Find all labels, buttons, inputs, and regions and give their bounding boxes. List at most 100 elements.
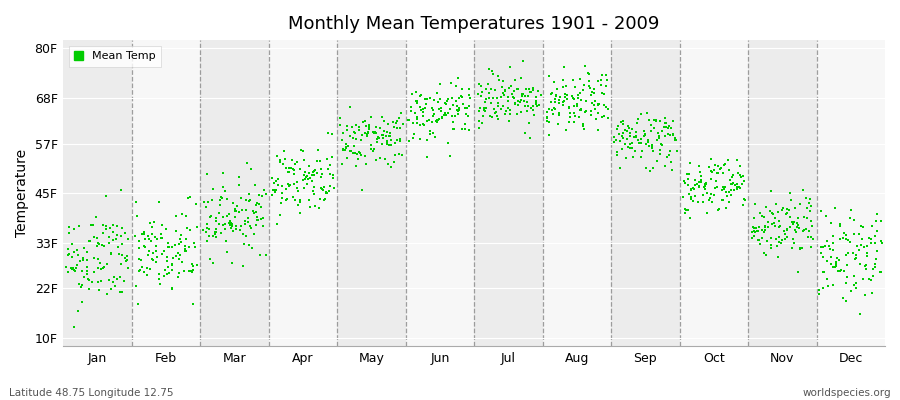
Point — [282, 183, 296, 189]
Point — [522, 119, 536, 126]
Point — [623, 130, 637, 137]
Point — [564, 93, 579, 99]
Point — [573, 107, 588, 114]
Point — [572, 114, 586, 120]
Point — [491, 100, 505, 106]
Point — [693, 178, 707, 185]
Point — [141, 252, 156, 258]
Point — [788, 205, 803, 211]
Point — [365, 129, 380, 136]
Point — [179, 236, 194, 242]
Point — [295, 148, 310, 154]
Point — [619, 128, 634, 134]
Point — [860, 266, 874, 272]
Point — [616, 135, 630, 141]
Point — [555, 84, 570, 90]
Point — [786, 236, 800, 242]
Point — [425, 119, 439, 125]
Point — [61, 230, 76, 236]
Point — [311, 147, 326, 153]
Point — [868, 256, 883, 262]
Point — [343, 148, 357, 154]
Point — [279, 165, 293, 171]
Point — [448, 113, 463, 119]
Point — [382, 133, 397, 139]
Point — [381, 161, 395, 168]
Point — [216, 222, 230, 228]
Point — [852, 261, 867, 268]
Point — [137, 269, 151, 275]
Point — [837, 268, 851, 274]
Point — [153, 231, 167, 237]
Point — [562, 104, 576, 111]
Point — [430, 90, 445, 96]
Point — [521, 92, 535, 99]
Point — [591, 100, 606, 107]
Point — [273, 159, 287, 166]
Point — [780, 226, 795, 233]
Point — [208, 231, 222, 237]
Point — [138, 244, 152, 250]
Point — [826, 233, 841, 240]
Point — [680, 176, 695, 183]
Point — [446, 126, 461, 132]
Point — [283, 169, 297, 175]
Point — [390, 125, 404, 131]
Point — [708, 162, 723, 168]
Point — [629, 129, 643, 136]
Point — [200, 220, 214, 227]
Point — [796, 228, 811, 234]
Point — [706, 168, 720, 175]
Point — [659, 124, 673, 130]
Point — [430, 116, 445, 123]
Point — [710, 170, 724, 176]
Point — [638, 132, 652, 139]
Point — [801, 234, 815, 240]
Point — [357, 118, 372, 124]
Point — [645, 165, 660, 171]
Point — [404, 104, 419, 110]
Point — [511, 98, 526, 104]
Point — [171, 274, 185, 280]
Point — [523, 89, 537, 95]
Point — [431, 116, 446, 123]
Point — [234, 195, 248, 201]
Point — [490, 94, 504, 101]
Point — [175, 211, 189, 217]
Point — [746, 224, 760, 231]
Point — [611, 123, 625, 129]
Point — [790, 269, 805, 275]
Point — [790, 220, 805, 226]
Point — [654, 141, 669, 147]
Point — [304, 172, 319, 178]
Point — [285, 157, 300, 164]
Point — [380, 129, 394, 136]
Point — [552, 100, 566, 106]
Point — [225, 220, 239, 227]
Point — [341, 143, 356, 150]
Point — [616, 118, 630, 124]
Point — [120, 257, 134, 264]
Point — [314, 166, 328, 172]
Point — [302, 197, 316, 204]
Point — [151, 198, 166, 205]
Point — [491, 113, 505, 120]
Point — [735, 202, 750, 209]
Point — [446, 94, 460, 101]
Point — [849, 280, 863, 286]
Point — [352, 124, 366, 131]
Point — [107, 274, 122, 280]
Point — [683, 214, 698, 221]
Point — [855, 236, 869, 242]
Point — [155, 222, 169, 228]
Point — [350, 151, 365, 157]
Point — [279, 197, 293, 203]
Point — [753, 210, 768, 216]
Point — [573, 106, 588, 112]
Point — [506, 94, 520, 100]
Point — [287, 197, 302, 203]
Point — [505, 91, 519, 97]
Point — [113, 233, 128, 239]
Point — [183, 226, 197, 233]
Point — [273, 212, 287, 218]
